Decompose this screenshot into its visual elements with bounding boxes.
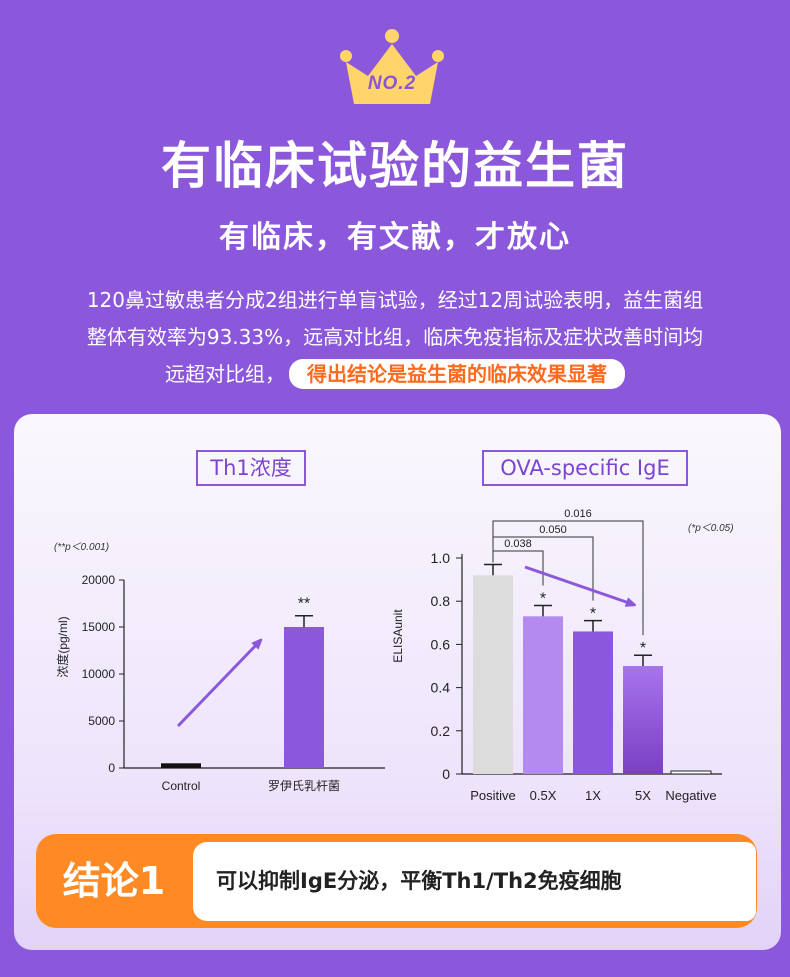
th1-y-tick-label: 0: [108, 761, 115, 775]
ige-bar: [623, 666, 663, 774]
th1-y-tick-label: 15000: [82, 620, 116, 634]
th1-y-tick-label: 10000: [82, 667, 116, 681]
badge-label: NO.2: [367, 73, 417, 94]
ige-bar: [670, 770, 712, 775]
highlight-badge: 得出结论是益生菌的临床效果显著: [289, 359, 625, 389]
th1-significance: **: [298, 596, 310, 613]
conclusion-text: 可以抑制IgE分泌，平衡Th1/Th2免疫细胞: [216, 869, 622, 893]
crown-icon: [340, 29, 444, 104]
ige-y-tick-label: 0.6: [431, 636, 451, 652]
ige-y-axis-label: ELISAunit: [391, 609, 405, 663]
ige-significance: *: [540, 591, 546, 608]
ige-comparison-p: 0.050: [539, 524, 567, 536]
ige-x-tick-label: 5X: [635, 788, 651, 803]
ige-y-tick-label: 0.2: [431, 723, 451, 739]
conclusion-label: 结论1: [62, 859, 166, 903]
ige-y-tick-label: 0: [442, 766, 450, 782]
ige-bar: [473, 575, 513, 774]
ige-x-tick-label: Positive: [470, 788, 516, 803]
th1-bar: [161, 763, 201, 768]
page-title: 有临床试验的益生菌: [161, 137, 629, 195]
ige-significance: *: [640, 640, 646, 657]
th1-chart-title: Th1浓度: [196, 450, 306, 486]
ige-significance: *: [590, 606, 596, 623]
ige-comparison-p: 0.038: [504, 538, 532, 550]
description-line: 整体有效率为93.33%，远高对比组，临床免疫指标及症状改善时间均: [86, 325, 704, 349]
page-subtitle: 有临床，有文献，才放心: [219, 220, 571, 255]
ige-bar: [523, 616, 563, 774]
th1-y-tick-label: 5000: [88, 714, 115, 728]
description-line: 远超对比组， 得出结论是益生菌的临床效果显著: [0, 356, 790, 393]
description-line-3: 远超对比组，: [165, 362, 285, 386]
th1-bar: [284, 627, 324, 768]
ige-x-tick-label: 0.5X: [530, 788, 557, 803]
ige-bar: [573, 631, 613, 774]
ige-y-tick-label: 1.0: [431, 550, 451, 566]
conclusion-box: [193, 842, 756, 921]
th1-x-tick-label: Control: [162, 779, 201, 793]
th1-y-axis-label: 浓度(pg/ml): [55, 616, 70, 677]
ige-x-tick-label: 1X: [585, 788, 601, 803]
description: 120鼻过敏患者分成2组进行单盲试验，经过12周试验表明，益生菌组 整体有效率为…: [0, 282, 790, 393]
th1-y-tick-label: 20000: [82, 573, 116, 587]
ige-comparison-bracket: [492, 520, 644, 636]
ige-x-tick-label: Negative: [665, 788, 716, 803]
ige-chart-title: OVA-specific IgE: [482, 450, 688, 486]
ige-comparison-p: 0.016: [564, 508, 592, 520]
th1-x-tick-label: 罗伊氏乳杆菌: [268, 779, 340, 793]
th1-trend-arrow: [176, 642, 259, 728]
ige-y-tick-label: 0.8: [431, 593, 451, 609]
description-line: 120鼻过敏患者分成2组进行单盲试验，经过12周试验表明，益生菌组: [86, 288, 704, 312]
ige-trend-arrow: [524, 565, 632, 604]
ige-p-note: (*p＜0.05): [688, 523, 734, 534]
th1-p-note: (**p＜0.001): [54, 542, 110, 553]
ige-y-tick-label: 0.4: [431, 680, 451, 696]
